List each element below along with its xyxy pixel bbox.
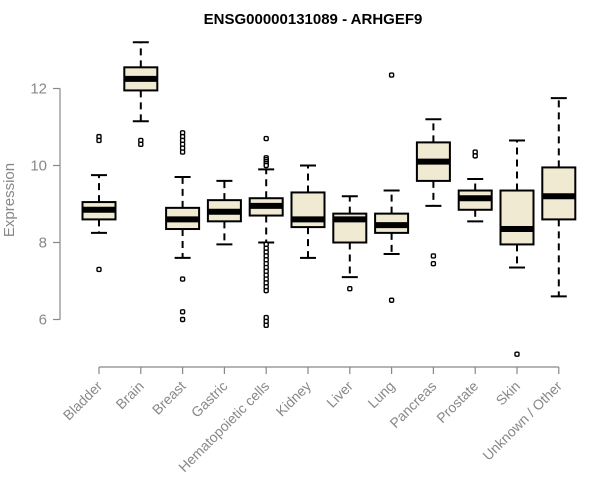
box-breast <box>165 130 201 323</box>
box-skin <box>499 139 535 357</box>
box-pancreas <box>415 118 451 267</box>
outlier-point <box>388 297 395 303</box>
outlier-point <box>263 322 269 328</box>
x-tick-label: Breast <box>149 378 189 418</box>
y-axis-label: Expression <box>1 163 18 237</box>
x-tick-label: Kidney <box>273 378 315 420</box>
outlier-point <box>347 286 353 292</box>
chart-title: ENSG00000131089 - ARHGEF9 <box>204 11 423 28</box>
box-iqr <box>499 189 535 246</box>
outlier-point <box>179 309 186 315</box>
outlier-point <box>179 316 186 323</box>
outlier-point <box>472 153 478 159</box>
outlier-point <box>179 276 186 282</box>
x-tick-label: Skin <box>493 378 524 409</box>
x-tick-label: Bladder <box>60 378 106 424</box>
outlier-point <box>514 351 520 357</box>
box-lung <box>374 72 410 303</box>
box-hematopoietic-cells <box>248 135 284 328</box>
box-brain <box>123 41 159 148</box>
y-tick-label: 10 <box>30 158 47 175</box>
outlier-point <box>96 137 102 144</box>
outlier-point <box>263 287 269 294</box>
x-tick-label: Unknown / Other <box>479 378 565 464</box>
box-unknown-other <box>541 97 577 298</box>
box-bladder <box>81 133 117 273</box>
x-tick-label: Liver <box>323 378 356 411</box>
outlier-point <box>138 141 144 148</box>
outlier-point <box>179 149 186 155</box>
box-series <box>81 41 577 357</box>
y-tick-label: 6 <box>39 312 47 329</box>
outlier-point <box>263 135 269 142</box>
y-tick-label: 12 <box>30 81 47 98</box>
box-kidney <box>290 164 326 259</box>
box-prostate <box>457 149 493 223</box>
y-axis: 6 8 10 12 <box>30 81 61 329</box>
x-tick-label: Brain <box>112 378 146 412</box>
x-tick-label: Prostate <box>433 378 481 426</box>
outlier-point <box>388 72 395 78</box>
box-liver <box>332 195 368 292</box>
x-tick-label: Lung <box>364 378 397 411</box>
outlier-point <box>96 266 102 273</box>
outlier-point <box>430 253 437 259</box>
outlier-point <box>430 260 437 267</box>
outlier-point <box>263 162 269 169</box>
box-gastric <box>206 179 242 246</box>
y-tick-label: 8 <box>39 235 47 252</box>
